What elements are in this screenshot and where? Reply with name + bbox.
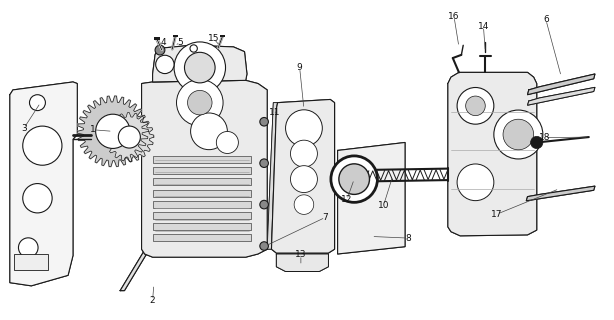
Ellipse shape bbox=[494, 110, 543, 159]
Ellipse shape bbox=[23, 184, 52, 213]
Ellipse shape bbox=[174, 42, 225, 93]
Bar bbox=[153, 212, 251, 219]
Text: 1: 1 bbox=[90, 125, 95, 134]
Ellipse shape bbox=[216, 132, 238, 154]
Text: 4: 4 bbox=[160, 38, 166, 47]
Bar bbox=[153, 156, 251, 163]
Polygon shape bbox=[276, 254, 328, 271]
Ellipse shape bbox=[457, 164, 494, 201]
Polygon shape bbox=[77, 96, 149, 167]
Ellipse shape bbox=[260, 159, 268, 167]
Text: 8: 8 bbox=[405, 234, 411, 243]
Polygon shape bbox=[338, 142, 405, 254]
Text: 6: 6 bbox=[543, 15, 549, 24]
Polygon shape bbox=[10, 82, 77, 286]
Ellipse shape bbox=[260, 200, 268, 209]
Polygon shape bbox=[120, 150, 209, 291]
Ellipse shape bbox=[294, 195, 314, 214]
Bar bbox=[153, 201, 251, 208]
Bar bbox=[14, 254, 48, 270]
Bar bbox=[153, 223, 251, 230]
Ellipse shape bbox=[18, 238, 38, 257]
Ellipse shape bbox=[155, 45, 165, 55]
Bar bbox=[153, 179, 251, 186]
Bar bbox=[154, 37, 160, 40]
Text: 17: 17 bbox=[491, 210, 503, 219]
Ellipse shape bbox=[29, 95, 45, 111]
Ellipse shape bbox=[187, 91, 212, 115]
Text: 5: 5 bbox=[177, 38, 183, 47]
Text: 11: 11 bbox=[270, 108, 281, 117]
Ellipse shape bbox=[290, 166, 317, 193]
Ellipse shape bbox=[190, 113, 227, 150]
Ellipse shape bbox=[23, 126, 62, 165]
Ellipse shape bbox=[290, 140, 317, 167]
Text: 16: 16 bbox=[448, 12, 460, 21]
Polygon shape bbox=[526, 186, 595, 201]
Polygon shape bbox=[527, 74, 595, 95]
Ellipse shape bbox=[184, 52, 215, 83]
Ellipse shape bbox=[119, 126, 141, 148]
Polygon shape bbox=[448, 72, 537, 236]
Polygon shape bbox=[271, 100, 335, 253]
Text: 3: 3 bbox=[21, 124, 27, 132]
Text: 13: 13 bbox=[295, 251, 306, 260]
Ellipse shape bbox=[331, 156, 378, 202]
Text: 2: 2 bbox=[150, 296, 155, 305]
Text: 10: 10 bbox=[378, 201, 389, 210]
Text: 9: 9 bbox=[297, 63, 303, 72]
Ellipse shape bbox=[286, 110, 322, 147]
Ellipse shape bbox=[96, 114, 130, 148]
Ellipse shape bbox=[190, 45, 197, 52]
Bar bbox=[153, 167, 251, 174]
Text: 15: 15 bbox=[208, 35, 220, 44]
Ellipse shape bbox=[260, 117, 268, 126]
Ellipse shape bbox=[465, 96, 485, 116]
Polygon shape bbox=[267, 103, 278, 249]
Ellipse shape bbox=[457, 87, 494, 124]
Ellipse shape bbox=[176, 79, 223, 126]
Bar bbox=[153, 190, 251, 197]
Text: 7: 7 bbox=[322, 213, 328, 222]
Ellipse shape bbox=[156, 55, 174, 74]
Polygon shape bbox=[153, 45, 247, 82]
Text: 12: 12 bbox=[341, 195, 352, 204]
Polygon shape bbox=[105, 113, 154, 162]
Bar bbox=[153, 234, 251, 241]
Ellipse shape bbox=[260, 242, 268, 250]
Ellipse shape bbox=[503, 119, 534, 150]
Bar bbox=[220, 35, 225, 37]
Ellipse shape bbox=[339, 164, 370, 195]
Polygon shape bbox=[527, 87, 595, 105]
Text: 18: 18 bbox=[539, 133, 550, 142]
Ellipse shape bbox=[530, 136, 543, 148]
Polygon shape bbox=[142, 80, 267, 257]
Text: 14: 14 bbox=[478, 22, 489, 31]
Bar bbox=[173, 35, 177, 37]
